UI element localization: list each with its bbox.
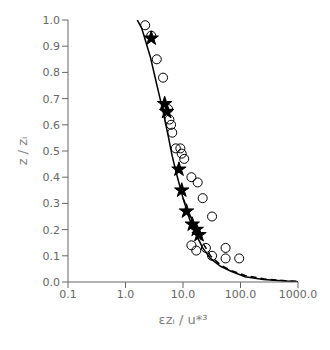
svg-text:0.0: 0.0 [43,276,61,289]
svg-text:100.0: 100.0 [225,288,257,301]
svg-text:0.7: 0.7 [43,93,61,106]
svg-text:0.8: 0.8 [43,66,61,79]
svg-text:0.2: 0.2 [43,224,61,237]
svg-text:1.0: 1.0 [43,14,61,27]
svg-text:εzᵢ / u*³: εzᵢ / u*³ [159,312,208,327]
svg-text:0.6: 0.6 [43,119,61,132]
svg-text:0.4: 0.4 [43,171,61,184]
svg-text:1000.0: 1000.0 [279,288,318,301]
svg-text:z / zᵢ: z / zᵢ [15,137,30,166]
svg-text:0.1: 0.1 [43,250,61,263]
svg-text:0.9: 0.9 [43,40,61,53]
svg-text:0.1: 0.1 [59,288,77,301]
svg-text:0.5: 0.5 [43,145,61,158]
svg-text:10.0: 10.0 [171,288,196,301]
svg-text:1.0: 1.0 [117,288,135,301]
svg-text:0.3: 0.3 [43,197,61,210]
